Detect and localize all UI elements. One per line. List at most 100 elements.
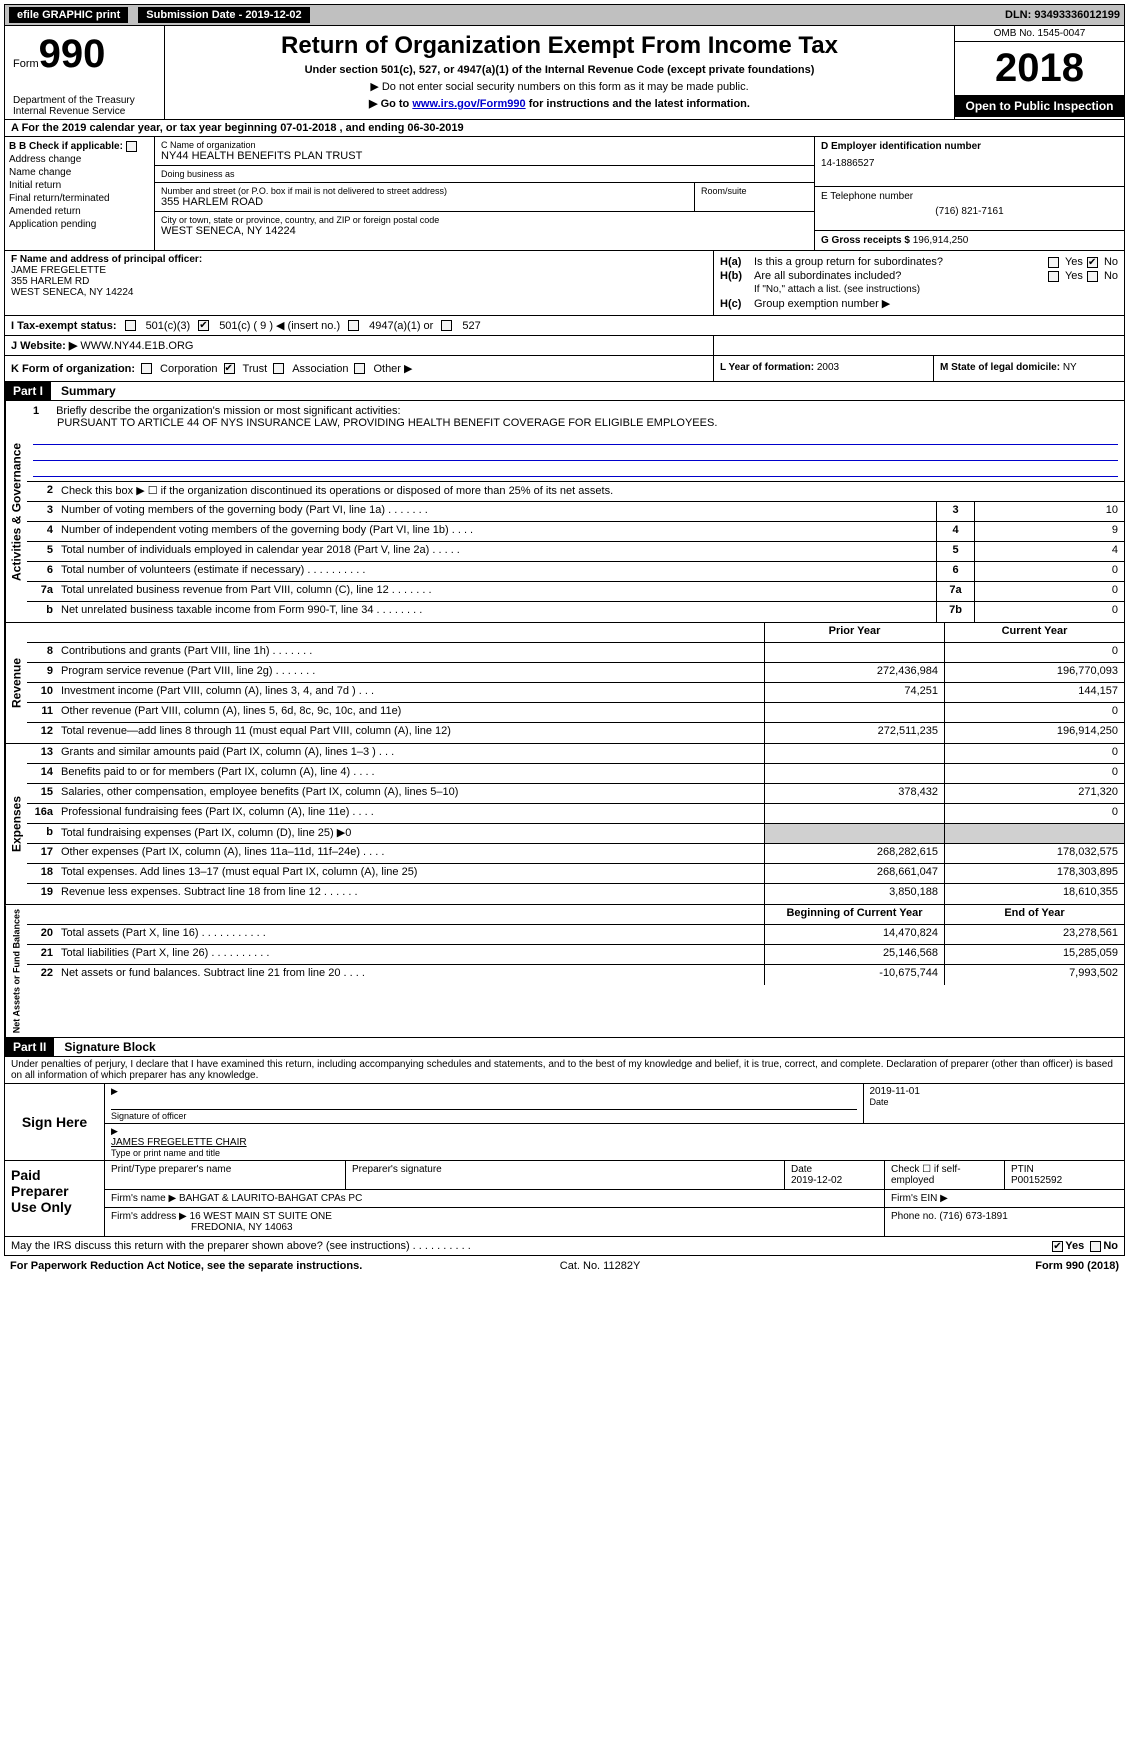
check-initial: Initial return (9, 180, 150, 191)
b-master-checkbox[interactable] (126, 141, 137, 152)
header-center: Return of Organization Exempt From Incom… (165, 26, 954, 119)
k-trust-checkbox[interactable] (224, 363, 235, 374)
end-year-header: End of Year (944, 905, 1124, 924)
self-employed-check: Check ☐ if self-employed (884, 1161, 1004, 1189)
j-value: WWW.NY44.E1B.ORG (80, 340, 193, 352)
f-addr1: 355 HARLEM RD (11, 276, 89, 287)
table-row: 7aTotal unrelated business revenue from … (27, 582, 1124, 602)
discuss-no-checkbox[interactable] (1090, 1241, 1101, 1252)
b-header-text: B Check if applicable: (19, 141, 123, 152)
part-ii-title: Signature Block (54, 1038, 165, 1056)
l-label: L Year of formation: (720, 362, 814, 373)
table-row: 20Total assets (Part X, line 16) . . . .… (27, 925, 1124, 945)
table-row: 15Salaries, other compensation, employee… (27, 784, 1124, 804)
footer-center: Cat. No. 11282Y (560, 1260, 641, 1272)
i-501c3-checkbox[interactable] (125, 320, 136, 331)
d-ein-value: 14-1886527 (821, 158, 1118, 169)
page-footer: For Paperwork Reduction Act Notice, see … (4, 1256, 1125, 1276)
f-label: F Name and address of principal officer: (11, 254, 202, 265)
hb-no-checkbox[interactable] (1087, 271, 1098, 282)
k-other-checkbox[interactable] (354, 363, 365, 374)
ha-text: Is this a group return for subordinates? (754, 256, 1044, 268)
form-number: 990 (39, 32, 106, 76)
k-label: K Form of organization: (11, 363, 135, 375)
l-value: 2003 (817, 362, 839, 373)
efile-graphic-label: efile GRAPHIC print (9, 7, 128, 23)
col-b-checkboxes: B B Check if applicable: Address change … (5, 137, 155, 250)
open-to-public: Open to Public Inspection (955, 95, 1124, 117)
net-assets-section: Net Assets or Fund Balances Beginning of… (4, 905, 1125, 1038)
i-label: I Tax-exempt status: (11, 320, 117, 332)
city-label: City or town, state or province, country… (161, 215, 808, 225)
ptin-value: P00152592 (1011, 1175, 1062, 1186)
table-row: 22Net assets or fund balances. Subtract … (27, 965, 1124, 985)
efile-topbar: efile GRAPHIC print Submission Date - 20… (4, 4, 1125, 26)
irs-discuss-text: May the IRS discuss this return with the… (11, 1240, 1052, 1252)
i-4947-checkbox[interactable] (348, 320, 359, 331)
current-year-header: Current Year (944, 623, 1124, 642)
discuss-yes: Yes (1065, 1240, 1084, 1252)
table-row: 3Number of voting members of the governi… (27, 502, 1124, 522)
row-i-tax-status: I Tax-exempt status: 501(c)(3) 501(c) ( … (4, 316, 1125, 336)
form-990-page: efile GRAPHIC print Submission Date - 20… (0, 0, 1129, 1280)
part-i-tag: Part I (5, 382, 51, 400)
table-row: 9Program service revenue (Part VIII, lin… (27, 663, 1124, 683)
room-label: Room/suite (694, 183, 814, 211)
table-row: 14Benefits paid to or for members (Part … (27, 764, 1124, 784)
paid-date-value: 2019-12-02 (791, 1175, 842, 1186)
revenue-side-label: Revenue (5, 623, 27, 743)
check-amended: Amended return (9, 206, 150, 217)
i-501c: 501(c) ( 9 ) ◀ (insert no.) (219, 319, 340, 332)
firm-addr1: 16 WEST MAIN ST SUITE ONE (190, 1211, 332, 1222)
table-row: 13Grants and similar amounts paid (Part … (27, 744, 1124, 764)
tax-year: 2018 (955, 42, 1124, 95)
street-value: 355 HARLEM ROAD (161, 196, 688, 208)
governance-section: Activities & Governance 1 Briefly descri… (4, 401, 1125, 623)
firm-phone-value: (716) 673-1891 (939, 1211, 1007, 1222)
irs-link[interactable]: www.irs.gov/Form990 (412, 98, 525, 110)
e-phone-value: (716) 821-7161 (821, 206, 1118, 217)
table-row: 8Contributions and grants (Part VIII, li… (27, 643, 1124, 663)
ha-no-checkbox[interactable] (1087, 257, 1098, 268)
paid-date-label: Date (791, 1164, 812, 1175)
col-d-g: D Employer identification number 14-1886… (814, 137, 1124, 250)
line2-checkbox-text: Check this box ▶ ☐ if the organization d… (57, 482, 1124, 501)
col-b-org-info: C Name of organization NY44 HEALTH BENEF… (155, 137, 814, 250)
irs-label: Internal Revenue Service (13, 106, 156, 117)
table-row: 17Other expenses (Part IX, column (A), l… (27, 844, 1124, 864)
h-group-return: H(a) Is this a group return for subordin… (714, 251, 1124, 315)
part-i-header: Part I Summary (4, 382, 1125, 401)
sign-here-section: Sign Here Signature of officer 2019-11-0… (4, 1084, 1125, 1161)
firm-addr2: FREDONIA, NY 14063 (191, 1222, 293, 1233)
part-ii-header: Part II Signature Block (4, 1038, 1125, 1057)
f-principal-officer: F Name and address of principal officer:… (5, 251, 714, 315)
header-left: Form990 Department of the Treasury Inter… (5, 26, 165, 119)
ha-tag: H(a) (720, 256, 750, 268)
check-address: Address change (9, 154, 150, 165)
street-label: Number and street (or P.O. box if mail i… (161, 186, 688, 196)
k-trust: Trust (243, 363, 268, 375)
i-501c-checkbox[interactable] (198, 320, 209, 331)
firm-name-value: BAHGAT & LAURITO-BAHGAT CPAs PC (179, 1193, 362, 1204)
k-assoc: Association (292, 363, 348, 375)
firm-addr-label: Firm's address ▶ (111, 1211, 187, 1222)
table-row: 19Revenue less expenses. Subtract line 1… (27, 884, 1124, 904)
type-name-label: Type or print name and title (111, 1148, 1118, 1158)
hb-note: If "No," attach a list. (see instruction… (720, 284, 1118, 295)
revenue-section: Revenue Prior Year Current Year 8Contrib… (4, 623, 1125, 744)
ha-yes-checkbox[interactable] (1048, 257, 1059, 268)
g-gross-label: G Gross receipts $ (821, 235, 910, 246)
hb-yes-checkbox[interactable] (1048, 271, 1059, 282)
line1-mission: PURSUANT TO ARTICLE 44 OF NYS INSURANCE … (57, 417, 1118, 429)
submission-date-label: Submission Date - 2019-12-02 (138, 7, 309, 23)
table-row: 6Total number of volunteers (estimate if… (27, 562, 1124, 582)
header-right: OMB No. 1545-0047 2018 Open to Public In… (954, 26, 1124, 119)
i-527-checkbox[interactable] (441, 320, 452, 331)
table-row: 16aProfessional fundraising fees (Part I… (27, 804, 1124, 824)
f-name: JAME FREGELETTE (11, 265, 106, 276)
discuss-yes-checkbox[interactable] (1052, 1241, 1063, 1252)
k-corp-checkbox[interactable] (141, 363, 152, 374)
form-prefix: Form (13, 58, 39, 70)
perjury-statement: Under penalties of perjury, I declare th… (4, 1057, 1125, 1084)
k-assoc-checkbox[interactable] (273, 363, 284, 374)
